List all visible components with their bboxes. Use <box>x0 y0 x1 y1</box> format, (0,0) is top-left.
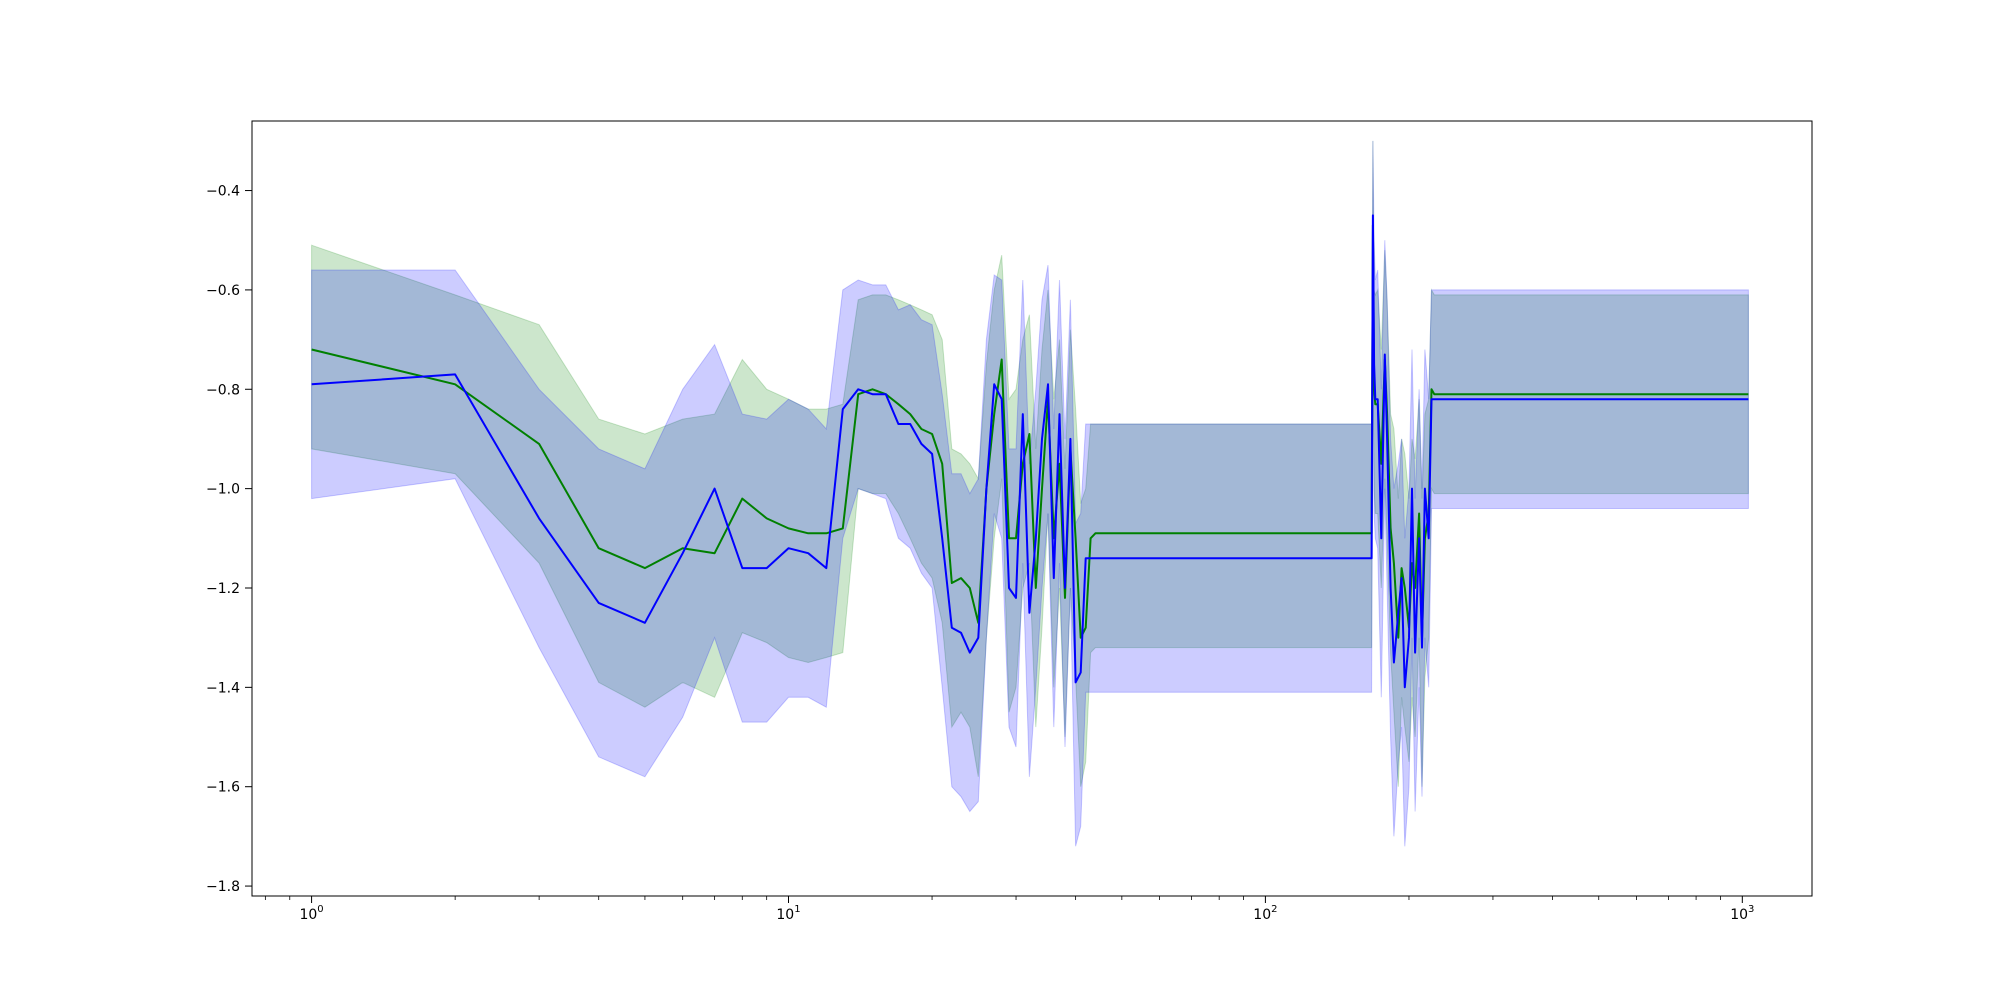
plot-area-frame <box>251 120 1813 897</box>
x-tick-label-0: 100 <box>299 904 323 923</box>
y-tick-label-6: −1.6 <box>206 780 240 796</box>
y-tick-label-5: −1.4 <box>206 680 240 696</box>
series-2-band <box>311 140 1749 847</box>
y-tick-label-2: −0.8 <box>206 382 240 398</box>
x-tick-label-2: 102 <box>1253 904 1277 923</box>
y-tick-label-1: −0.6 <box>206 283 240 299</box>
series-2-line <box>311 214 1749 689</box>
y-tick-label-3: −1.0 <box>206 482 240 498</box>
x-tick-label-3: 103 <box>1730 904 1754 923</box>
series-lines <box>311 214 1749 689</box>
y-tick-label-0: −0.4 <box>206 184 240 200</box>
x-axis: 100 101 102 103 <box>264 896 1754 923</box>
x-tick-label-1: 101 <box>776 904 800 923</box>
y-tick-label-7: −1.8 <box>206 879 240 895</box>
y-tick-label-4: −1.2 <box>206 581 240 597</box>
y-axis: −0.4 −0.6 −0.8 −1.0 −1.2 −1.4 −1.6 −1.8 <box>206 184 252 895</box>
